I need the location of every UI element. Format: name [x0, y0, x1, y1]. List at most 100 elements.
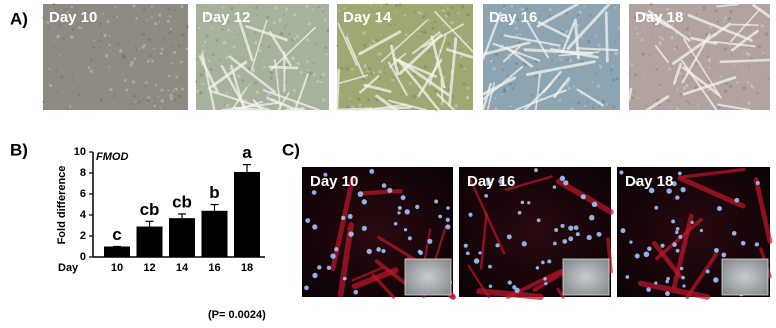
cell-texture	[561, 39, 564, 43]
nucleus	[520, 200, 525, 205]
cell-texture	[278, 72, 280, 75]
x-axis-title: Day	[58, 262, 79, 274]
nucleus	[317, 265, 322, 270]
cell-streak	[417, 59, 442, 97]
cell-texture	[736, 81, 739, 84]
cell-texture	[500, 34, 503, 37]
cell-texture	[326, 28, 330, 33]
image-background	[629, 4, 770, 110]
cell-texture	[419, 32, 421, 35]
cell-texture	[80, 26, 83, 29]
fiber	[337, 222, 354, 298]
cell-streak	[549, 48, 599, 59]
cell-texture	[506, 74, 510, 78]
cell-texture	[756, 92, 759, 95]
nucleus	[312, 272, 318, 279]
fiber	[374, 259, 407, 286]
cell-texture	[729, 9, 733, 14]
cell-texture	[446, 8, 449, 11]
cell-texture	[307, 22, 311, 26]
cell-texture	[308, 60, 311, 62]
cell-texture	[702, 8, 706, 11]
cell-texture	[390, 78, 395, 82]
cell-texture	[345, 67, 349, 71]
cell-texture	[132, 94, 137, 99]
cell-texture	[205, 35, 209, 38]
nucleus	[568, 236, 574, 242]
cell-texture	[356, 97, 361, 101]
cell-texture	[123, 56, 126, 60]
image-label: Day 10	[49, 9, 97, 26]
cell-texture	[158, 21, 161, 24]
nucleus	[514, 287, 520, 293]
cell-texture	[655, 68, 659, 71]
fluorescence-image	[459, 167, 614, 300]
fiber	[753, 177, 773, 244]
cell-texture	[659, 35, 662, 39]
y-tick-label: 0	[80, 251, 86, 263]
cell-streak	[412, 31, 441, 55]
cell-streak	[398, 60, 441, 112]
cell-texture	[205, 13, 209, 16]
cell-texture	[133, 57, 137, 61]
nucleus	[541, 260, 545, 265]
cell-texture	[597, 105, 600, 108]
cell-streak	[713, 40, 756, 48]
cell-texture	[321, 10, 324, 13]
cell-streak	[573, 18, 580, 60]
nucleus	[468, 212, 473, 217]
cell-texture	[494, 97, 497, 100]
cell-texture	[706, 55, 709, 58]
cell-texture	[99, 47, 102, 50]
cell-texture	[565, 83, 569, 87]
cell-texture	[661, 37, 665, 41]
cell-texture	[529, 19, 532, 22]
cell-texture	[199, 90, 203, 95]
cell-texture	[292, 37, 296, 41]
cell-texture	[226, 104, 230, 108]
cell-texture	[702, 5, 706, 9]
cell-texture	[254, 32, 257, 35]
cell-texture	[100, 32, 103, 36]
cell-texture	[440, 102, 444, 106]
cell-texture	[509, 104, 512, 108]
cell-texture	[186, 25, 189, 29]
cell-texture	[93, 11, 97, 14]
cell-texture	[337, 9, 341, 12]
cell-texture	[697, 6, 700, 8]
nucleus	[366, 248, 372, 255]
cell-texture	[741, 68, 744, 71]
cell-texture	[378, 69, 383, 74]
cell-texture	[227, 20, 230, 23]
cell-texture	[576, 13, 580, 17]
bar	[234, 171, 260, 257]
cell-texture	[199, 73, 204, 77]
panel-label: A)	[10, 9, 28, 28]
cell-texture	[70, 5, 74, 9]
cell-texture	[56, 34, 60, 39]
cell-texture	[688, 32, 691, 36]
cell-texture	[674, 46, 678, 50]
cell-texture	[729, 44, 731, 46]
cell-texture	[159, 106, 162, 109]
cell-texture	[412, 94, 416, 99]
cell-texture	[346, 33, 349, 36]
cell-texture	[724, 16, 727, 20]
cell-texture	[515, 34, 518, 37]
cell-texture	[515, 26, 519, 30]
cell-texture	[322, 98, 326, 102]
cell-texture	[538, 91, 541, 94]
cell-texture	[203, 40, 207, 44]
cell-texture	[371, 39, 375, 42]
cell-texture	[148, 54, 152, 58]
cell-texture	[423, 65, 428, 69]
nucleus	[586, 234, 592, 241]
nucleus	[544, 281, 548, 286]
nucleus	[361, 199, 368, 205]
cell-texture	[601, 100, 606, 104]
cell-texture	[567, 87, 571, 90]
cell-texture	[560, 14, 564, 17]
cell-texture	[652, 22, 656, 26]
cell-texture	[364, 76, 368, 80]
cell-texture	[285, 24, 287, 27]
